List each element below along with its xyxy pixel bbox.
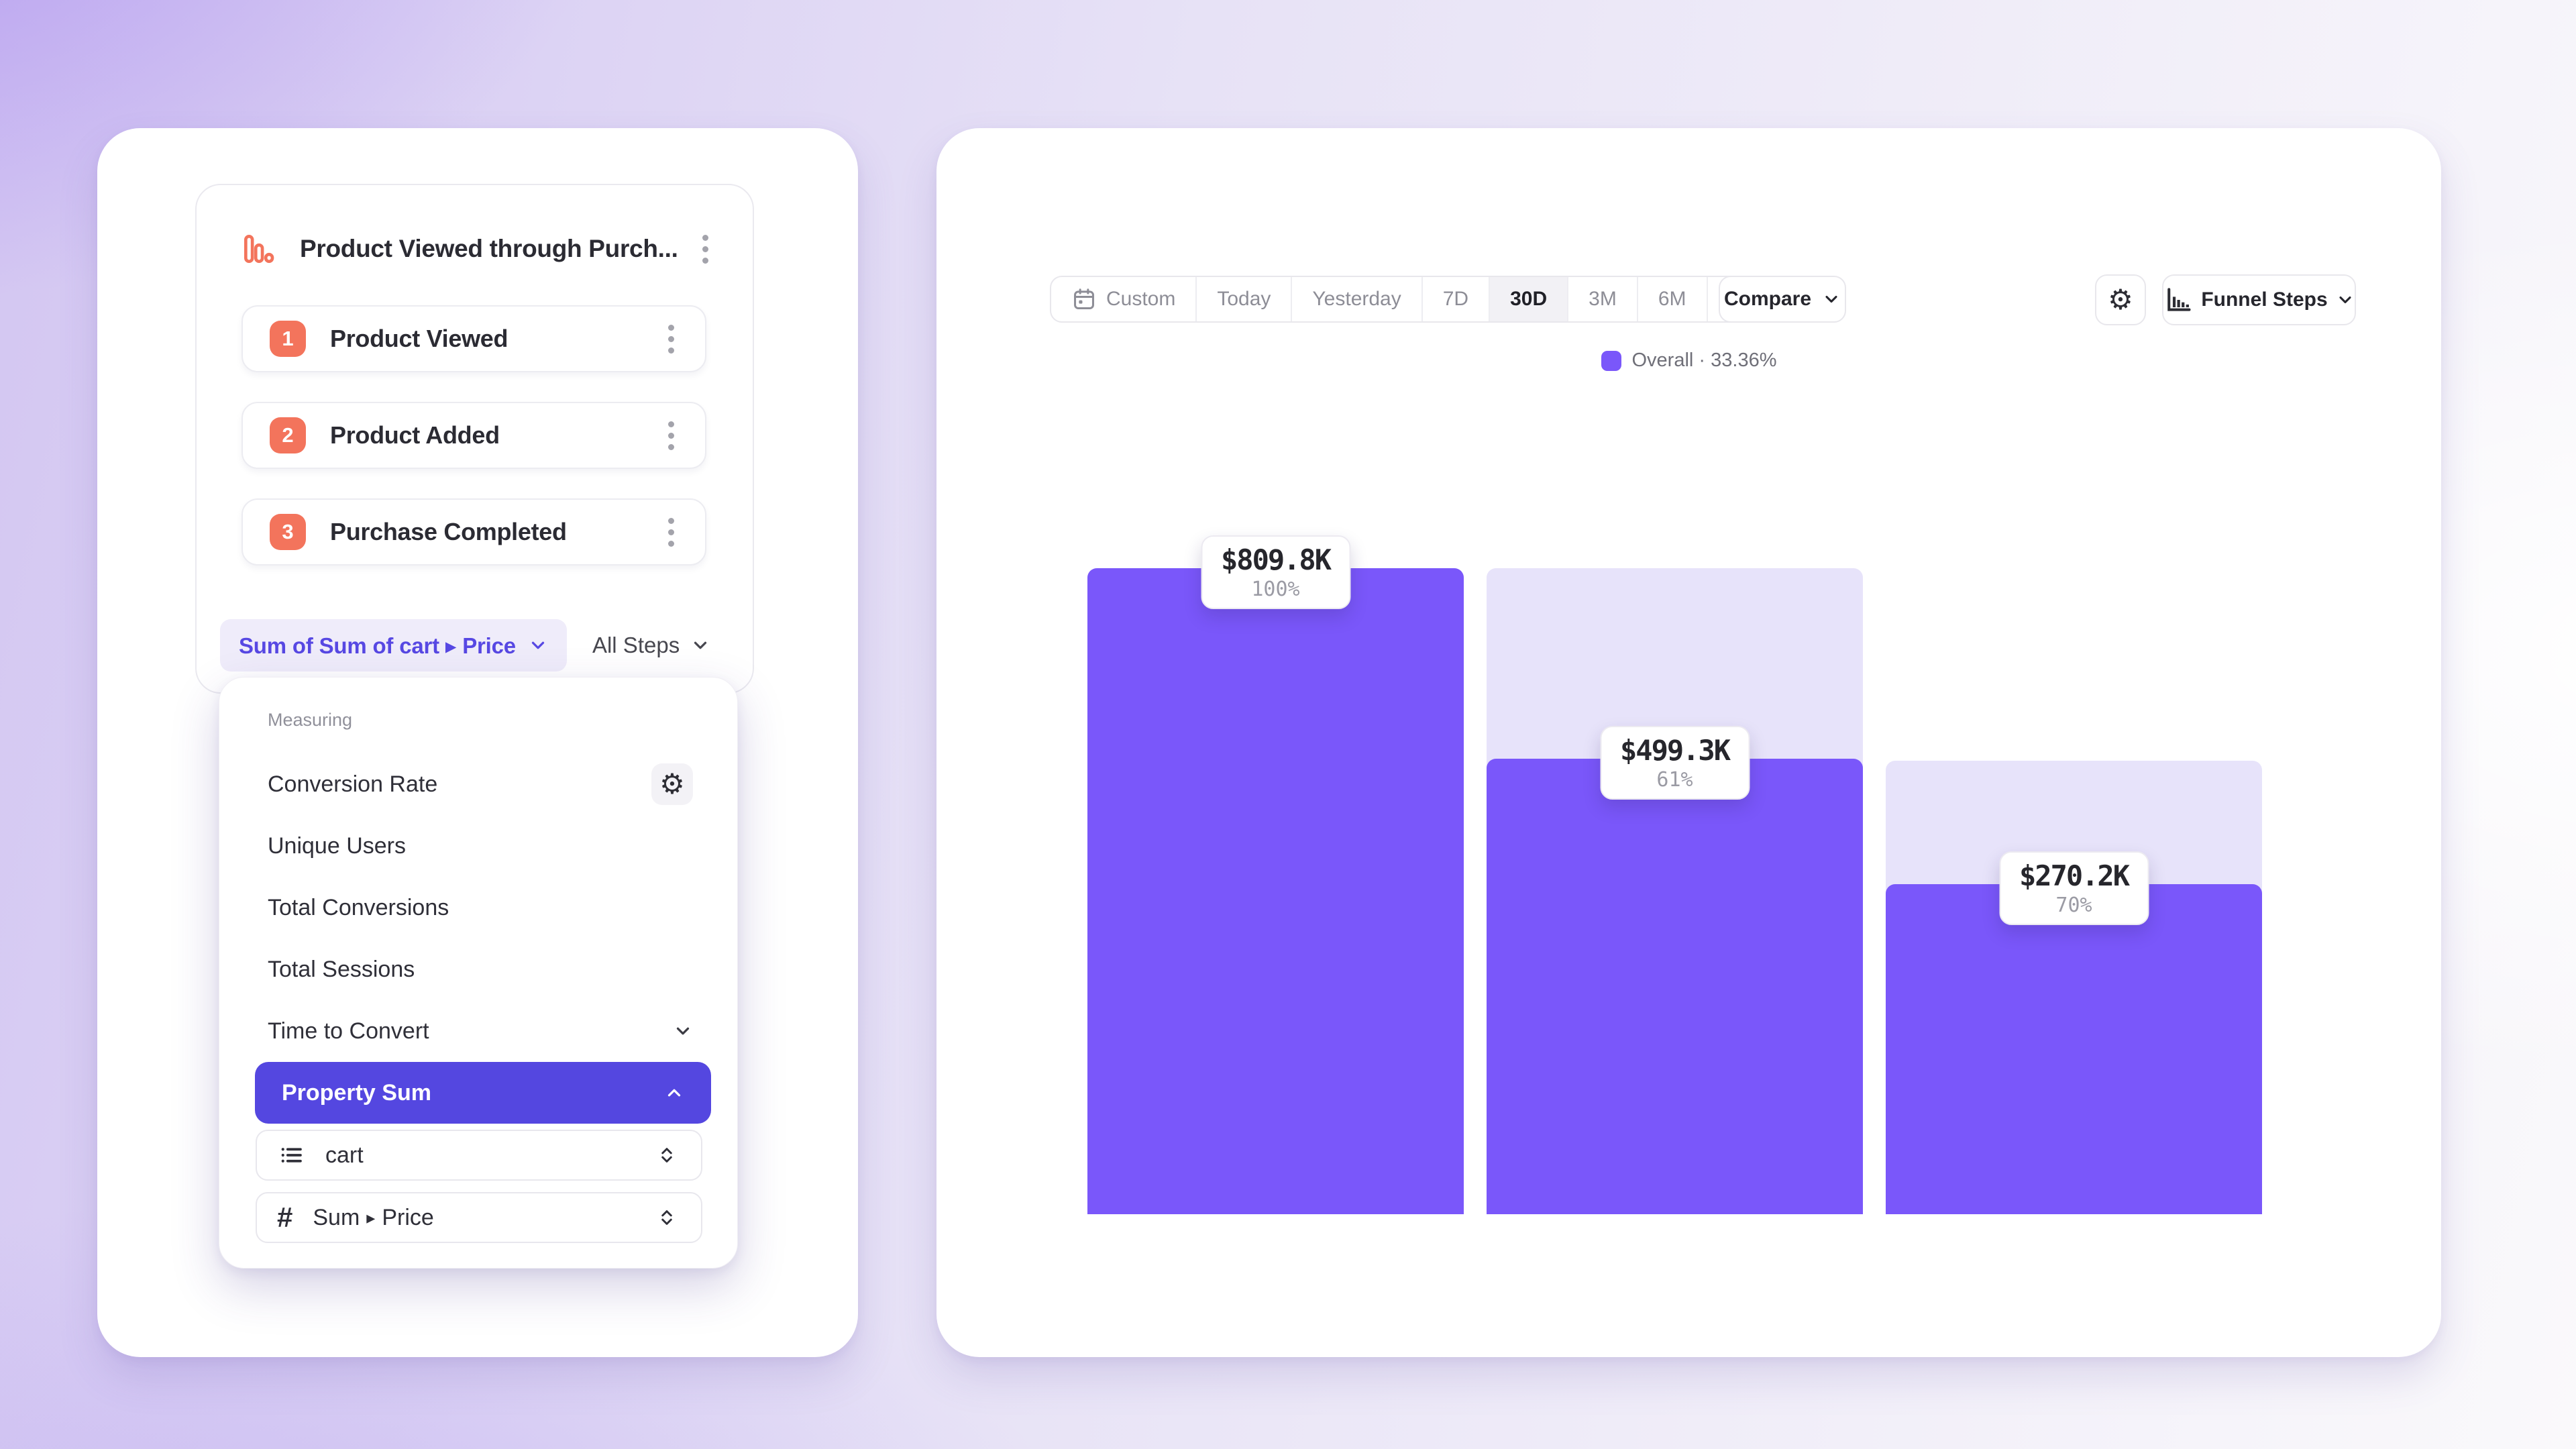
scope-dropdown-label: All Steps xyxy=(592,633,680,657)
step-number-badge: 3 xyxy=(270,514,306,550)
funnel-steps-icon xyxy=(2163,285,2193,315)
measuring-section-label: Measuring xyxy=(268,710,353,730)
funnel-step-row[interactable]: 1 Product Viewed xyxy=(241,305,706,372)
funnel-step-row[interactable]: 2 Product Added xyxy=(241,402,706,469)
time-range-label: 30D xyxy=(1510,288,1548,310)
scope-dropdown[interactable]: All Steps xyxy=(592,633,710,658)
time-range-label: Custom xyxy=(1106,288,1176,310)
step-label: Purchase Completed xyxy=(330,518,567,545)
bar-solid[interactable] xyxy=(1886,883,2262,1214)
compare-button[interactable]: Compare xyxy=(1719,276,1846,323)
menu-item-conversion-rate[interactable]: Conversion Rate ⚙ xyxy=(219,753,737,815)
step-kebab-menu-icon[interactable] xyxy=(664,417,678,454)
funnel-definition-panel: Product Viewed through Purch... 1 Produc… xyxy=(195,184,754,694)
property-select[interactable]: cart xyxy=(256,1130,702,1181)
menu-item-label: Total Sessions xyxy=(268,956,415,982)
time-range-segment[interactable]: Custom xyxy=(1051,277,1195,321)
time-range-label: 7D xyxy=(1442,288,1469,310)
chevron-down-icon xyxy=(694,641,707,649)
step-number-badge: 1 xyxy=(270,321,306,357)
step-kebab-menu-icon[interactable] xyxy=(664,514,678,551)
step-number-badge: 2 xyxy=(270,417,306,453)
metric-dropdown-label: Sum of Sum of cart ▸ Price xyxy=(239,633,516,658)
compare-button-label: Compare xyxy=(1723,288,1812,310)
metric-row: Sum of Sum of cart ▸ Price All Steps xyxy=(220,619,729,672)
breadcrumb-arrow: ▸ xyxy=(366,1207,376,1228)
chevron-down-icon xyxy=(531,641,545,649)
menu-item-unique-users[interactable]: Unique Users xyxy=(219,815,737,877)
step-label: Product Viewed xyxy=(330,325,508,352)
bar-value-tooltip: $809.8K 100% xyxy=(1200,535,1351,609)
chart-settings-button[interactable]: ⚙ xyxy=(2095,274,2146,325)
menu-item-label: Unique Users xyxy=(268,833,406,859)
menu-item-time-to-convert[interactable]: Time to Convert xyxy=(219,1000,737,1062)
chart-card: Custom Today Yesterday 7D 30D 3M 6M 12M … xyxy=(936,128,2441,1357)
list-icon xyxy=(277,1141,305,1169)
time-range-segment[interactable]: Yesterday xyxy=(1291,277,1421,321)
bar-value-label: $270.2K xyxy=(2019,859,2130,892)
time-range-label: Yesterday xyxy=(1312,288,1401,310)
chart-type-label: Funnel Steps xyxy=(2201,288,2328,311)
menu-item-total-conversions[interactable]: Total Conversions xyxy=(219,877,737,938)
measuring-menu: Measuring Conversion Rate ⚙ Unique Users… xyxy=(219,677,738,1269)
metric-dropdown[interactable]: Sum of Sum of cart ▸ Price xyxy=(220,619,567,672)
chevron-down-icon xyxy=(2339,296,2351,304)
time-range-segment[interactable]: 3M xyxy=(1567,277,1637,321)
bar-value-label: $499.3K xyxy=(1619,734,1731,767)
chevron-down-icon xyxy=(1825,295,1837,303)
funnel-bar-column[interactable]: $809.8K 100% xyxy=(1087,535,1464,1214)
step-kebab-menu-icon[interactable] xyxy=(664,321,678,358)
menu-item-total-sessions[interactable]: Total Sessions xyxy=(219,938,737,1000)
chart-type-button[interactable]: Funnel Steps xyxy=(2162,274,2356,325)
time-range-segment[interactable]: 7D xyxy=(1421,277,1489,321)
menu-item-label: Time to Convert xyxy=(268,1018,429,1044)
bar-percent-label: 100% xyxy=(1251,578,1300,601)
chart-legend: Overall · 33.36% xyxy=(936,350,2441,372)
funnel-kebab-menu-icon[interactable] xyxy=(698,231,712,268)
time-range-segment[interactable]: 30D xyxy=(1489,277,1568,321)
time-range-label: 6M xyxy=(1658,288,1686,310)
aggregation-prefix: Sum xyxy=(313,1204,360,1230)
select-updown-icon xyxy=(657,1208,677,1228)
select-updown-icon xyxy=(657,1145,677,1165)
legend-swatch xyxy=(1601,350,1621,371)
bar-percent-label: 61% xyxy=(1656,768,1693,792)
funnel-bar-column[interactable]: $270.2K 70% xyxy=(1886,568,2262,1214)
chevron-up-icon xyxy=(664,1083,684,1103)
bar-value-label: $809.8K xyxy=(1220,543,1332,576)
bar-percent-label: 70% xyxy=(2055,894,2092,917)
menu-item-label: Conversion Rate xyxy=(268,771,438,797)
step-label: Product Added xyxy=(330,421,500,449)
menu-item-property-sum[interactable]: Property Sum xyxy=(255,1062,711,1124)
time-range-segment[interactable]: Today xyxy=(1195,277,1291,321)
bar-solid[interactable] xyxy=(1487,759,1863,1214)
legend-label: Overall · 33.36% xyxy=(1631,350,1777,371)
time-range-label: 3M xyxy=(1589,288,1617,310)
funnel-bar-column[interactable]: $499.3K 61% xyxy=(1487,568,1863,1214)
menu-item-label: Total Conversions xyxy=(268,894,449,920)
menu-item-label: Property Sum xyxy=(282,1079,431,1106)
bar-solid[interactable] xyxy=(1087,568,1464,1214)
aggregation-value: Price xyxy=(382,1204,434,1230)
number-icon: # xyxy=(277,1201,293,1233)
property-select-value: cart xyxy=(325,1142,364,1168)
funnel-bar-chart: $809.8K 100% $499.3K 61% $270.2K 70% xyxy=(1087,535,2262,1214)
time-range-label: Today xyxy=(1217,288,1271,310)
funnel-step-row[interactable]: 3 Purchase Completed xyxy=(241,498,706,566)
funnel-builder-card: Product Viewed through Purch... 1 Produc… xyxy=(97,128,858,1357)
aggregation-select[interactable]: # Sum ▸ Price xyxy=(256,1192,702,1243)
bar-value-tooltip: $270.2K 70% xyxy=(1998,851,2149,925)
time-range-segmented-control: Custom Today Yesterday 7D 30D 3M 6M 12M xyxy=(1050,276,1788,323)
chevron-down-icon xyxy=(673,1021,693,1041)
funnel-title: Product Viewed through Purch... xyxy=(300,235,678,262)
bar-value-tooltip: $499.3K 61% xyxy=(1599,726,1750,800)
calendar-icon xyxy=(1071,286,1097,312)
gear-icon[interactable]: ⚙ xyxy=(651,763,693,805)
funnel-header: Product Viewed through Purch... xyxy=(239,228,712,270)
gear-icon: ⚙ xyxy=(2108,283,2133,316)
time-range-segment[interactable]: 6M xyxy=(1636,277,1707,321)
funnel-chart-icon xyxy=(239,230,277,268)
